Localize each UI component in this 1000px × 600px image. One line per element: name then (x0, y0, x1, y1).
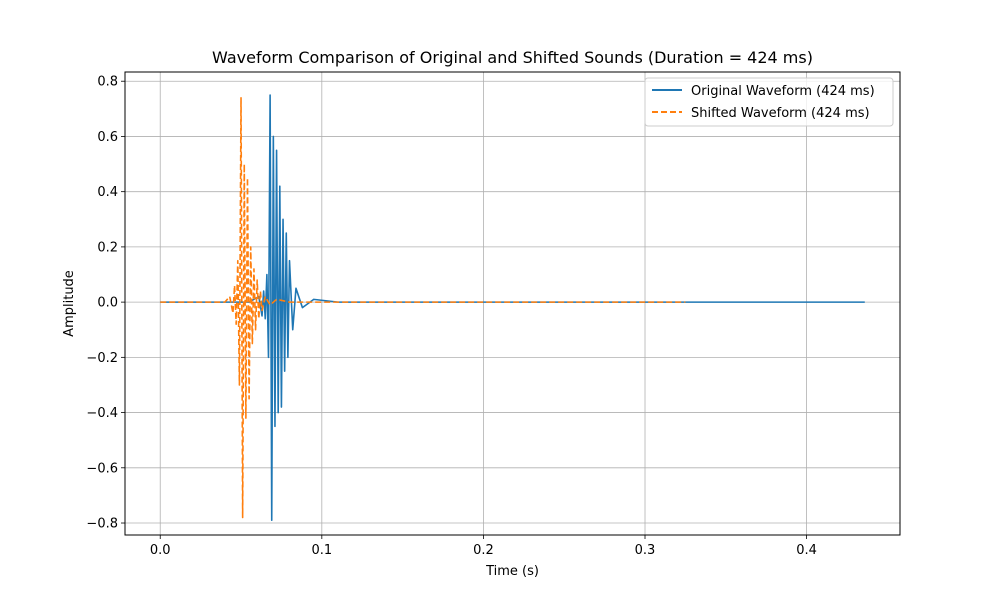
x-tick-label: 0.1 (311, 543, 332, 558)
legend: Original Waveform (424 ms) Shifted Wavef… (645, 78, 893, 126)
x-tick-label: 0.4 (796, 543, 817, 558)
y-tick-label: −0.4 (86, 406, 118, 421)
legend-label-shifted: Shifted Waveform (424 ms) (691, 106, 870, 121)
y-axis-label: Amplitude (62, 270, 77, 337)
legend-label-original: Original Waveform (424 ms) (691, 84, 875, 99)
y-tick-label: −0.8 (86, 517, 118, 532)
chart-title: Waveform Comparison of Original and Shif… (212, 48, 813, 67)
y-tick-label: 0.0 (97, 296, 118, 311)
y-tick-label: −0.6 (86, 461, 118, 476)
y-tick-label: −0.2 (86, 351, 118, 366)
x-tick-label: 0.3 (635, 543, 656, 558)
x-tick-label: 0.0 (150, 543, 171, 558)
y-tick-label: 0.4 (97, 185, 118, 200)
x-tick-label: 0.2 (473, 543, 494, 558)
y-tick-label: 0.8 (97, 75, 118, 90)
y-tick-label: 0.6 (97, 130, 118, 145)
x-axis-label: Time (s) (485, 564, 539, 579)
y-tick-label: 0.2 (97, 240, 118, 255)
